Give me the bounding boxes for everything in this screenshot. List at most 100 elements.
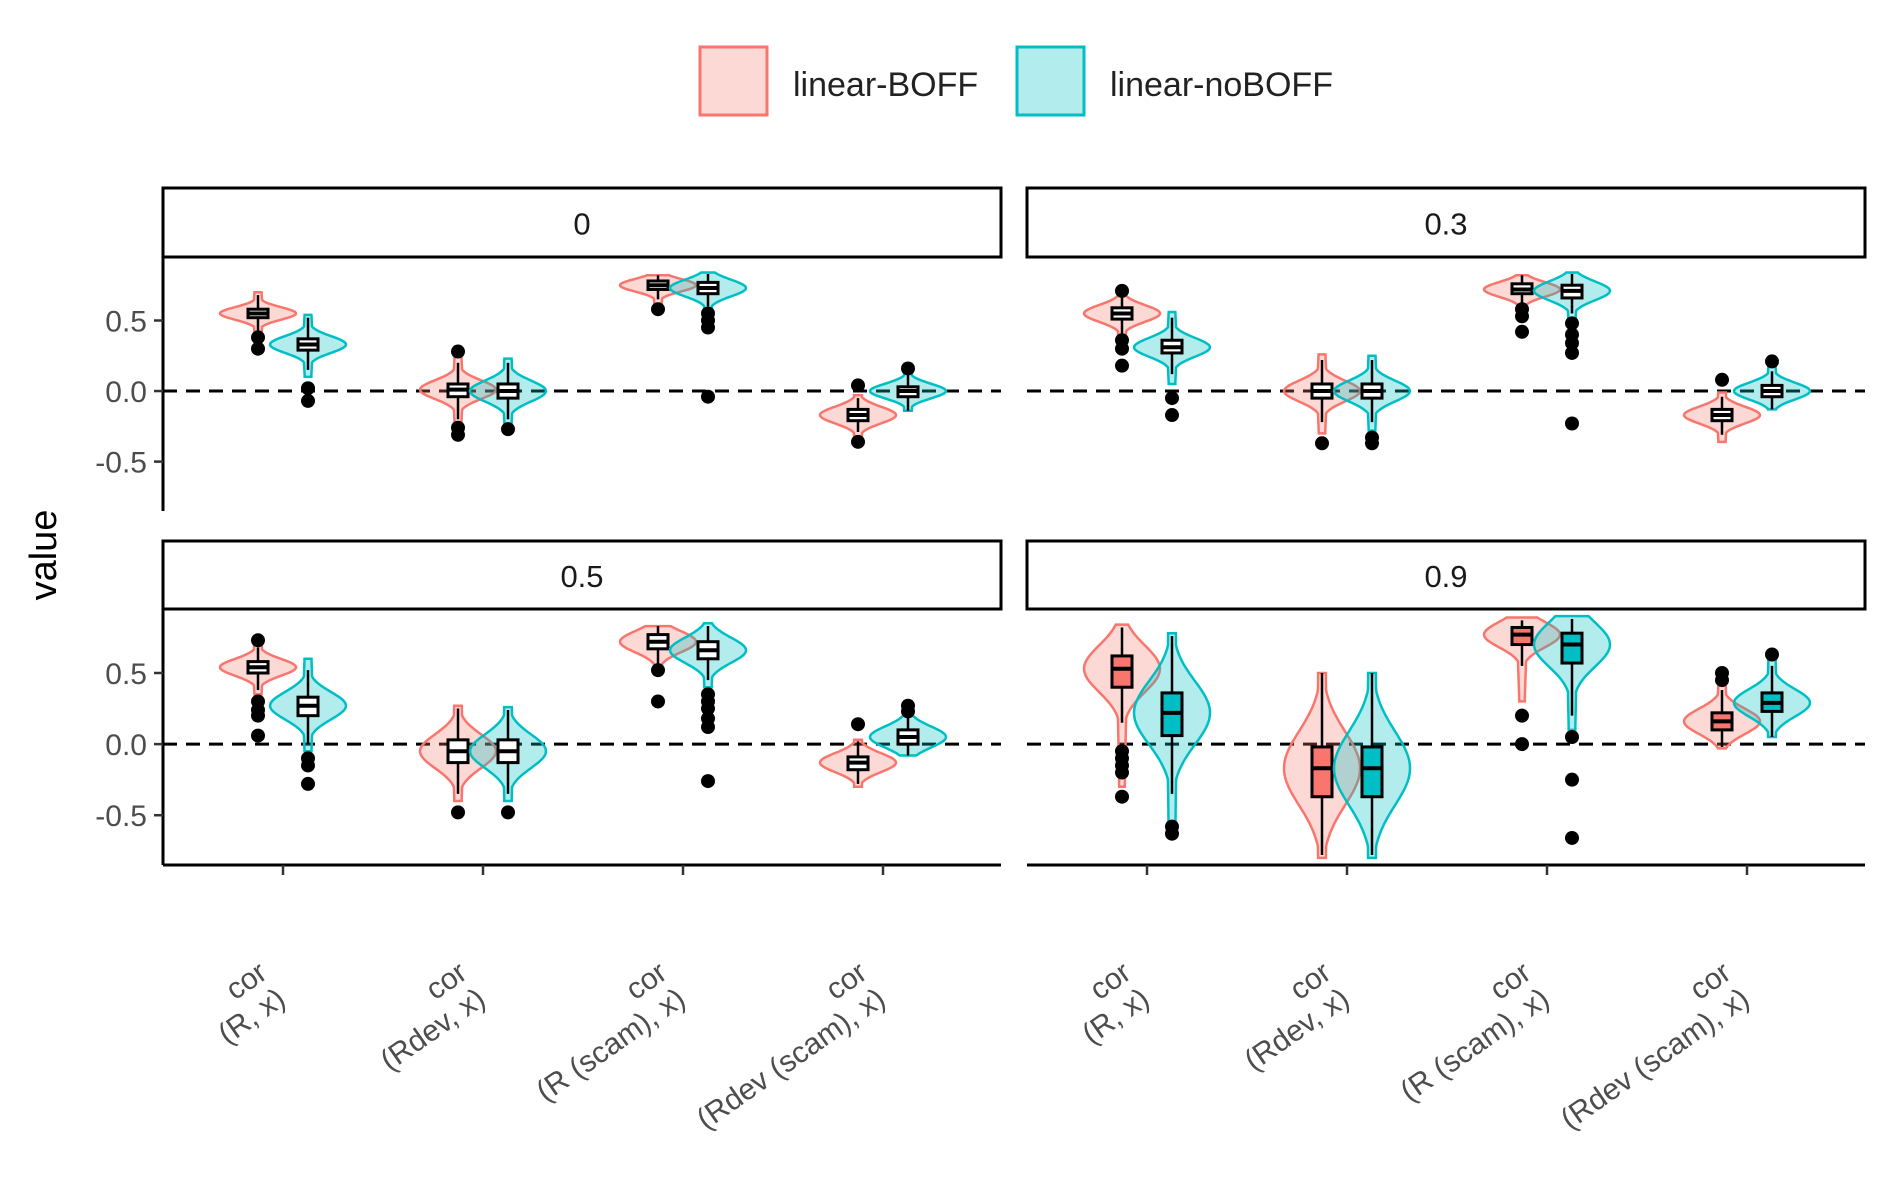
series-noboff-group — [1732, 647, 1812, 739]
outlier-point — [1565, 730, 1579, 744]
series-boff-group — [1282, 671, 1362, 860]
panel-0: 0 -0.5 0.0 0.5 — [95, 186, 1003, 511]
outlier-point — [851, 434, 865, 449]
facet-strip — [1025, 539, 1867, 611]
series-boff-group — [1282, 353, 1362, 451]
outlier-point — [651, 302, 665, 317]
outlier-point — [1565, 416, 1579, 431]
series-boff-group — [418, 704, 498, 820]
outlier-point — [1565, 316, 1579, 331]
outlier-point — [651, 663, 665, 678]
series-noboff-group — [468, 705, 548, 820]
legend-label: linear-BOFF — [793, 66, 978, 104]
outlier-point — [301, 776, 315, 791]
outlier-point — [1765, 354, 1779, 369]
series-noboff-group — [468, 357, 548, 437]
series-boff-group — [818, 378, 898, 449]
outlier-point — [701, 320, 715, 335]
outlier-point — [251, 708, 265, 723]
outlier-point — [451, 427, 465, 442]
outlier-point — [851, 717, 865, 732]
legend-key-boff — [698, 45, 769, 117]
box — [1360, 745, 1384, 799]
y-tick-label: 0.5 — [105, 306, 147, 339]
facet-strip-label: 0.3 — [1424, 207, 1467, 242]
outlier-point — [1115, 283, 1129, 298]
legend-label: linear-noBOFF — [1110, 66, 1333, 104]
outlier-point — [701, 720, 715, 735]
series-boff-group — [1082, 623, 1162, 804]
outlier-point — [1165, 826, 1179, 841]
outlier-point — [701, 389, 715, 404]
outlier-point — [251, 633, 265, 648]
series-noboff-group — [668, 271, 748, 404]
outlier-point — [1715, 372, 1729, 387]
series-noboff-group — [1132, 631, 1212, 841]
panel-0.3: 0.3 — [1025, 186, 1867, 451]
outlier-point — [1315, 436, 1329, 451]
series-noboff-group — [268, 657, 348, 791]
outlier-point — [1115, 358, 1129, 373]
outlier-point — [1515, 324, 1529, 339]
outlier-point — [451, 344, 465, 359]
y-tick-label: 0.0 — [105, 376, 147, 409]
outlier-point — [1165, 391, 1179, 406]
x-tick-label: cor(Rdev (scam), x) — [1536, 956, 1755, 1136]
outlier-point — [301, 393, 315, 408]
box — [1110, 654, 1134, 689]
outlier-point — [1515, 737, 1529, 752]
x-tick-label: cor(R (scam), x) — [1376, 956, 1555, 1109]
panel-0.9: 0.9 cor(R, x) cor(Rdev, x)cor(R (scam), x)… — [1025, 539, 1867, 1136]
outlier-point — [1565, 772, 1579, 787]
outlier-point — [701, 774, 715, 789]
legend-key-noboff — [1015, 45, 1086, 117]
series-boff-group — [218, 633, 298, 743]
series-noboff-group — [1532, 271, 1612, 431]
facet-strip — [161, 186, 1003, 259]
x-tick-label-line2: (R (scam), x) — [530, 982, 691, 1108]
series-noboff-group — [868, 698, 948, 757]
outlier-point — [251, 728, 265, 743]
series-boff-group — [1482, 616, 1562, 752]
outlier-point — [251, 341, 265, 356]
series-noboff-group — [1732, 354, 1812, 411]
x-tick-label-line2: (Rdev (scam), x) — [1555, 982, 1756, 1136]
y-axis-title: value — [23, 510, 65, 601]
outlier-point — [1165, 408, 1179, 423]
outlier-point — [1715, 673, 1729, 688]
series-boff-group — [818, 717, 898, 789]
y-tick-label: 0.5 — [105, 658, 147, 691]
series-noboff-group — [268, 313, 348, 408]
outlier-point — [1565, 336, 1579, 351]
x-tick-label-line2: (Rdev (scam), x) — [691, 982, 892, 1136]
x-tick-label: cor(Rdev (scam), x) — [672, 956, 891, 1136]
outlier-point — [1115, 789, 1129, 804]
x-tick-label-line2: (R (scam), x) — [1394, 982, 1555, 1108]
outlier-point — [901, 361, 915, 376]
series-boff-group — [1082, 283, 1162, 373]
outlier-point — [1115, 765, 1129, 780]
facet-strip-label: 0.9 — [1424, 559, 1467, 594]
series-boff-group — [418, 344, 498, 442]
outlier-point — [1565, 830, 1579, 845]
series-noboff-group — [1332, 354, 1412, 451]
outlier-point — [1515, 309, 1529, 324]
series-noboff-group — [668, 621, 748, 789]
x-tick-label: cor(Rdev, x) — [1220, 956, 1355, 1078]
box — [1560, 631, 1584, 665]
y-tick-label: -0.5 — [95, 447, 147, 480]
box — [1310, 745, 1334, 799]
series-boff-group — [618, 624, 698, 709]
outlier-point — [1115, 341, 1129, 356]
series-boff-group — [1682, 372, 1762, 444]
x-tick-label: cor(R (scam), x) — [512, 956, 691, 1109]
x-tick-label: cor(R, x) — [194, 956, 291, 1051]
x-tick-label: cor(Rdev, x) — [356, 956, 491, 1078]
outlier-point — [301, 758, 315, 773]
outlier-point — [301, 381, 315, 396]
facet-strip-label: 0.5 — [560, 559, 603, 594]
outlier-point — [851, 378, 865, 393]
outlier-point — [651, 694, 665, 709]
panel-0.5: 0.5 -0.5 0.0 0.5 cor(R, x) cor(Rdev, x)cor(R … — [95, 539, 1003, 1136]
